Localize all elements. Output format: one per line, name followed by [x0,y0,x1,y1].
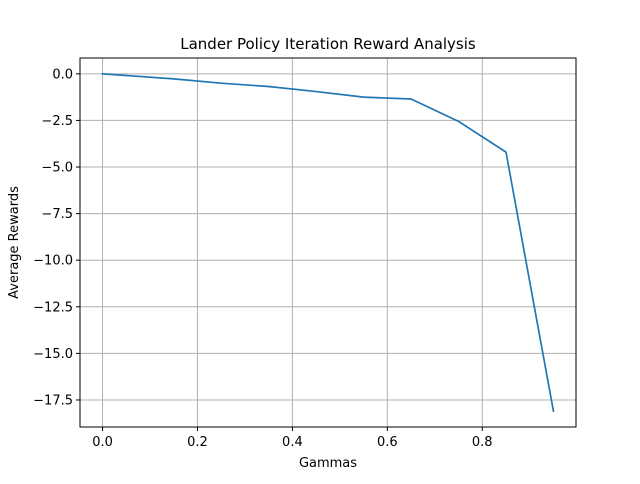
x-axis-label: Gammas [299,456,357,471]
series-layer [101,72,555,413]
x-tick-label: 0.8 [472,435,493,450]
y-tick-label: −7.5 [41,207,73,222]
y-tick-label: −2.5 [41,114,73,129]
y-tick-label: −15.0 [33,347,73,362]
x-tick-label: 0.0 [92,435,113,450]
x-axis-ticks: 0.0 0.2 0.4 0.6 0.8 [92,427,493,450]
series-line [101,72,555,413]
x-tick-label: 0.6 [377,435,398,450]
x-tick-label: 0.4 [282,435,303,450]
plot-frame [79,57,577,428]
chart-title: Lander Policy Iteration Reward Analysis [180,35,476,53]
y-tick-label: 0.0 [52,67,73,82]
y-tick-label: −12.5 [33,300,73,315]
y-axis-ticks: 0.0 −2.5 −5.0 −7.5 −10.0 −12.5 −15.0 −17.5 [33,67,80,408]
y-axis-label: Average Rewards [7,186,22,299]
grid-lines [80,58,576,427]
y-tick-label: −17.5 [33,393,73,408]
x-tick-label: 0.2 [187,435,208,450]
y-tick-label: −10.0 [33,254,73,269]
y-tick-label: −5.0 [41,161,73,176]
